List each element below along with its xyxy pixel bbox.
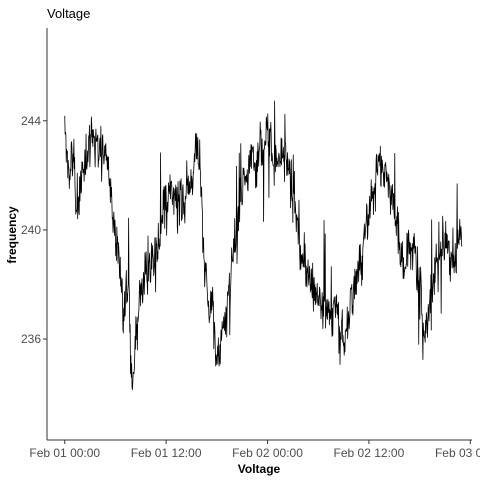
series-line-0 [64, 100, 463, 391]
plot-area [64, 100, 463, 391]
y-tick-label: 240 [21, 223, 41, 237]
x-tick-label: Feb 02 12:00 [334, 446, 405, 460]
x-tick-label: Feb 01 00:00 [29, 446, 100, 460]
x-axis-label: Voltage [238, 462, 281, 476]
y-axis-ticks: 236 240 244 [21, 114, 47, 346]
x-axis-ticks: Feb 01 00:00 Feb 01 12:00 Feb 02 00:00 Feb … [29, 440, 480, 460]
chart-title: Voltage [47, 6, 90, 21]
y-tick-label: 236 [21, 332, 41, 346]
x-tick-label: Feb 02 00:00 [232, 446, 303, 460]
x-tick-label: Feb 03 00:00 [435, 446, 480, 460]
x-tick-label: Feb 01 12:00 [131, 446, 202, 460]
y-tick-label: 244 [21, 114, 41, 128]
y-axis-label: frequency [5, 206, 19, 264]
